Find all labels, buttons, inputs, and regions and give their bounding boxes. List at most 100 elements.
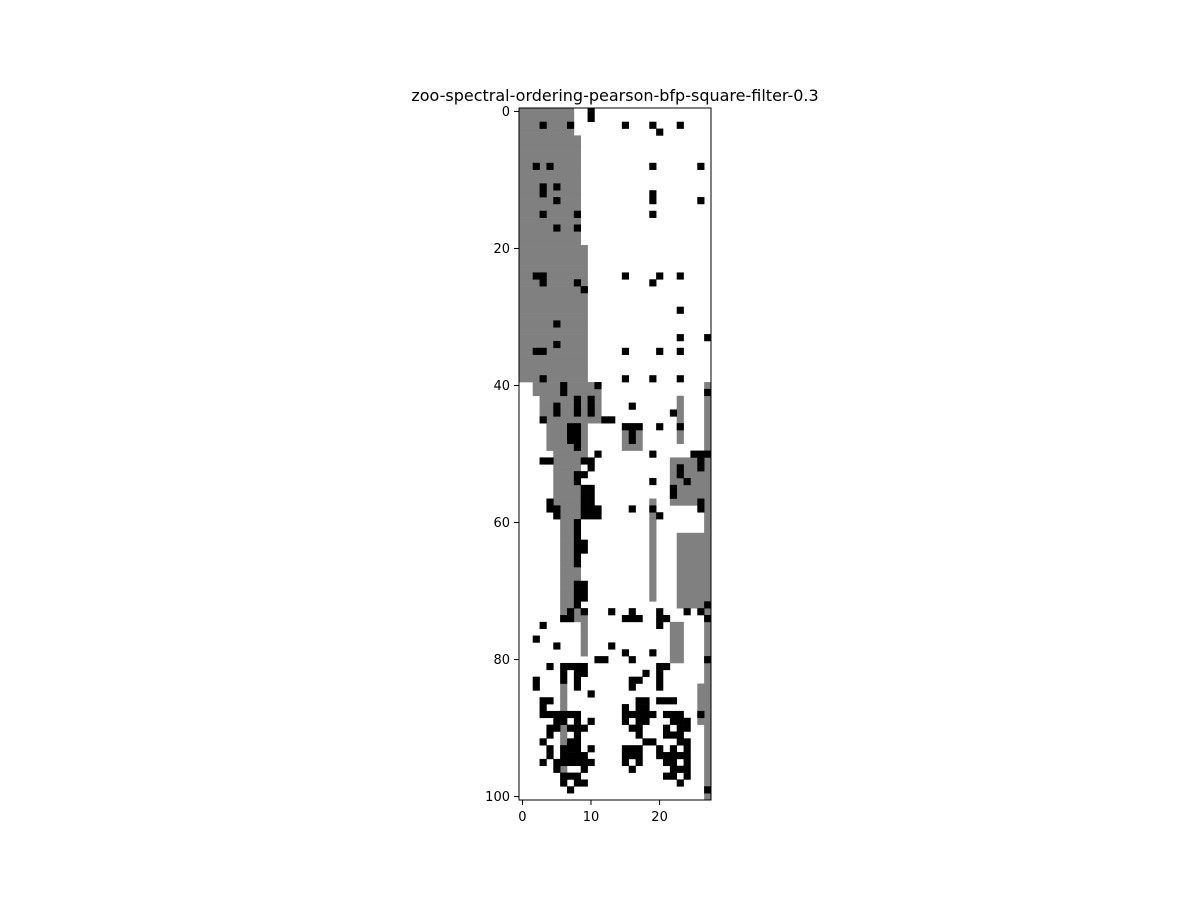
- filtered-cell-run: [519, 155, 582, 164]
- present-cell: [635, 724, 643, 732]
- filtered-cell-run: [519, 368, 588, 376]
- present-cell: [663, 752, 671, 760]
- present-cell: [628, 745, 636, 753]
- present-cell: [546, 662, 554, 671]
- present-cell: [676, 710, 684, 719]
- present-cell: [580, 669, 588, 677]
- present-cell: [580, 765, 588, 773]
- filtered-cell-run: [560, 683, 568, 691]
- present-cell: [587, 690, 595, 698]
- present-cell: [697, 505, 705, 513]
- present-cell: [628, 683, 636, 691]
- present-cell: [642, 710, 650, 719]
- filtered-cell-run: [519, 183, 582, 191]
- present-cell: [676, 464, 684, 472]
- present-cell: [642, 738, 650, 746]
- present-cell: [669, 765, 678, 773]
- filtered-cell-run: [519, 347, 588, 355]
- present-cell: [676, 121, 684, 129]
- present-cell: [656, 423, 664, 431]
- x-tick-label: 20: [651, 810, 668, 825]
- present-cell: [628, 505, 636, 513]
- present-cell: [649, 121, 657, 129]
- present-cell: [587, 505, 595, 513]
- present-cell: [567, 745, 575, 753]
- present-cell: [580, 662, 588, 671]
- present-cell: [546, 505, 554, 513]
- present-cell: [676, 779, 684, 787]
- present-cell: [676, 471, 684, 479]
- filtered-cell-block: [676, 532, 705, 609]
- filtered-cell-run: [649, 498, 657, 602]
- present-cell: [573, 587, 582, 595]
- present-cell: [573, 580, 582, 588]
- present-cell: [621, 649, 630, 657]
- present-cell: [628, 608, 636, 616]
- present-cell: [532, 272, 540, 280]
- present-cell: [621, 272, 630, 280]
- present-cell: [608, 416, 616, 424]
- filtered-cell-run: [553, 512, 582, 520]
- present-cell: [676, 738, 684, 746]
- filtered-cell-run: [539, 409, 602, 417]
- present-cell: [573, 546, 582, 554]
- present-cell: [560, 676, 568, 684]
- present-cell: [649, 375, 657, 383]
- present-cell: [635, 731, 643, 739]
- present-cell: [546, 752, 554, 760]
- present-cell: [573, 525, 582, 534]
- present-cell: [539, 697, 547, 705]
- present-cell: [628, 724, 636, 732]
- present-cell: [621, 121, 630, 129]
- present-cell: [587, 108, 595, 116]
- present-cell: [628, 436, 636, 445]
- present-cell: [560, 779, 568, 787]
- filtered-cell-run: [553, 505, 582, 513]
- present-cell: [580, 546, 588, 554]
- filtered-cell-run: [519, 169, 582, 177]
- present-cell: [567, 615, 575, 623]
- present-cell: [697, 457, 705, 465]
- present-cell: [663, 697, 671, 705]
- present-cell: [656, 669, 664, 677]
- present-cell: [697, 197, 705, 205]
- present-cell: [560, 752, 568, 760]
- present-cell: [567, 724, 575, 732]
- present-cell: [656, 752, 664, 760]
- present-cell: [704, 615, 712, 623]
- present-cell: [669, 731, 678, 739]
- filtered-cell-run: [519, 176, 582, 184]
- y-tick-label: 20: [493, 242, 510, 257]
- present-cell: [567, 423, 575, 431]
- present-cell: [539, 210, 547, 218]
- present-cell: [587, 402, 595, 410]
- present-cell: [573, 779, 582, 787]
- present-cell: [683, 608, 691, 616]
- present-cell: [573, 423, 582, 431]
- present-cell: [553, 724, 561, 732]
- present-cell: [697, 450, 705, 458]
- present-cell: [621, 704, 630, 712]
- filtered-cell-run: [519, 306, 588, 314]
- present-cell: [683, 738, 691, 746]
- present-cell: [567, 430, 575, 438]
- present-cell: [567, 772, 575, 780]
- y-tick-label: 60: [493, 516, 510, 531]
- present-cell: [546, 457, 554, 465]
- filtered-cell-run: [519, 238, 582, 246]
- present-cell: [587, 114, 595, 122]
- present-cell: [669, 710, 678, 719]
- present-cell: [635, 704, 643, 712]
- filtered-cell-run: [560, 519, 582, 527]
- filtered-cell-run: [560, 525, 582, 534]
- filtered-cell-run: [560, 704, 568, 712]
- present-cell: [663, 772, 671, 780]
- filtered-cell-run: [560, 587, 582, 595]
- present-cell: [697, 608, 705, 616]
- present-cell: [587, 457, 595, 465]
- present-cell: [676, 272, 684, 280]
- present-cell: [580, 512, 588, 520]
- present-cell: [587, 395, 595, 403]
